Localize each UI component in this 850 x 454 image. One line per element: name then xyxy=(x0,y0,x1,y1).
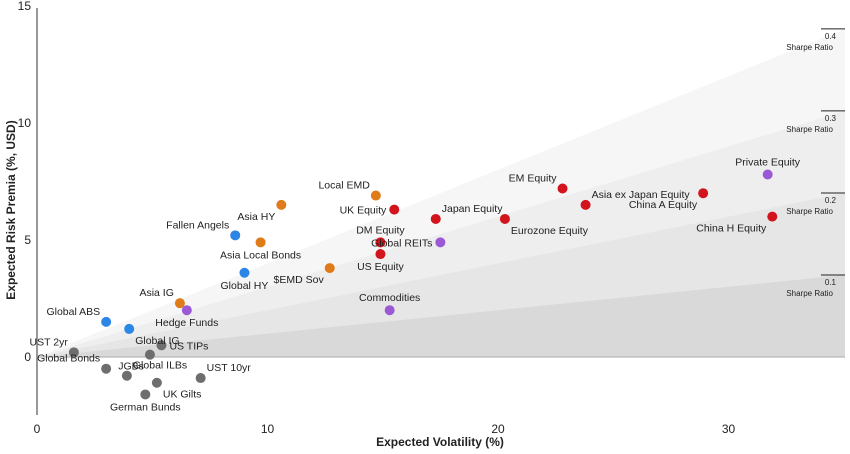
point-label-commodities: Commodities xyxy=(359,292,420,304)
sharpe-ratio-label: Sharpe Ratio xyxy=(786,125,833,134)
point-label-global-hy: Global HY xyxy=(221,280,269,292)
sharpe-band-0.1 xyxy=(37,274,845,357)
point-label-emd-sov: $EMD Sov xyxy=(274,274,325,286)
point-label-local-emd: Local EMD xyxy=(318,180,370,192)
sharpe-value-label: 0.4 xyxy=(825,32,837,41)
point-label-china-a-equity: China A Equity xyxy=(629,199,698,211)
point-label-japan-equity: Japan Equity xyxy=(442,203,503,215)
point-label-eurozone-equity: Eurozone Equity xyxy=(511,225,589,237)
point-label-global-reits: Global REITs xyxy=(371,237,432,249)
x-tick-label: 0 xyxy=(34,422,41,436)
point-label-private-equity: Private Equity xyxy=(735,156,801,168)
sharpe-value-label: 0.1 xyxy=(825,278,837,287)
point-eurozone-equity xyxy=(499,213,510,224)
point-label-global-bonds: Global Bonds xyxy=(37,353,100,365)
point-label-uk-equity: UK Equity xyxy=(340,205,387,217)
point-hedge-funds xyxy=(181,305,192,316)
point-label-global-ig: Global IG xyxy=(135,335,179,347)
point-label-global-abs: Global ABS xyxy=(46,306,100,318)
sharpe-value-label: 0.2 xyxy=(825,196,837,205)
point-label-us-equity: US Equity xyxy=(357,261,404,273)
y-tick-label: 5 xyxy=(24,233,31,247)
point-label-asia-local-bonds: Asia Local Bonds xyxy=(220,249,301,261)
sharpe-ratio-bands: 0.1 Sharpe Ratio 0.2 Sharpe Ratio 0.3 Sharpe … xyxy=(37,28,845,358)
point-global-reits xyxy=(435,237,446,248)
point-uk-gilts xyxy=(151,377,162,388)
x-tick-label: 30 xyxy=(722,422,736,436)
axes xyxy=(36,8,845,415)
point-em-equity xyxy=(557,183,568,194)
point-japan-equity xyxy=(430,213,441,224)
point-asia-ig xyxy=(174,298,185,309)
point-label-ust-10yr: UST 10yr xyxy=(207,362,252,374)
point-commodities xyxy=(384,305,395,316)
point-fallen-angels xyxy=(230,230,241,241)
point-label-jgbs: JGBs xyxy=(118,361,144,373)
point-label-us-tips: US TIPs xyxy=(169,340,208,352)
point-global-ig xyxy=(124,323,135,334)
point-ust-2yr xyxy=(68,347,79,358)
point-label-asia-hy: Asia HY xyxy=(237,211,275,223)
point-label-dm-equity: DM Equity xyxy=(356,224,405,236)
point-private-equity xyxy=(762,169,773,180)
y-tick-label: 0 xyxy=(24,350,31,364)
sharpe-ratio-label: Sharpe Ratio xyxy=(786,289,833,298)
point-ust-10yr xyxy=(195,373,206,384)
point-label-fallen-angels: Fallen Angels xyxy=(166,219,229,231)
point-labels: Global ABS Global IG Fallen Angels Global H… xyxy=(30,156,801,413)
data-points xyxy=(68,169,778,400)
point-label-ust-2yr: UST 2yr xyxy=(30,336,69,348)
x-axis-title: Expected Volatility (%) xyxy=(376,435,504,449)
y-tick-label: 15 xyxy=(18,0,32,13)
point-global-hy xyxy=(239,267,250,278)
y-axis-title: Expected Risk Premia (%, USD) xyxy=(4,120,18,299)
point-german-bunds xyxy=(140,389,151,400)
point-local-emd xyxy=(370,190,381,201)
point-us-tips xyxy=(156,340,167,351)
sharpe-ratio-label: Sharpe Ratio xyxy=(786,43,833,52)
point-label-asia-ex-japan-equity: Asia ex Japan Equity xyxy=(592,189,691,201)
x-tick-label: 20 xyxy=(491,422,505,436)
point-dm-equity xyxy=(375,237,386,248)
point-label-em-equity: EM Equity xyxy=(509,173,558,185)
point-global-ilbs xyxy=(121,370,132,381)
point-label-hedge-funds: Hedge Funds xyxy=(155,317,218,329)
point-label-china-h-equity: China H Equity xyxy=(696,223,767,235)
point-china-h-equity xyxy=(767,211,778,222)
sharpe-ratio-label: Sharpe Ratio xyxy=(786,207,833,216)
tick-labels: 0 10 20 30 0 5 10 15 xyxy=(18,0,736,436)
point-uk-equity xyxy=(389,204,400,215)
x-tick-label: 10 xyxy=(261,422,275,436)
point-china-a-equity xyxy=(698,188,709,199)
point-label-uk-gilts: UK Gilts xyxy=(163,389,202,401)
point-label-asia-ig: Asia IG xyxy=(139,287,173,299)
point-label-global-ilbs: Global ILBs xyxy=(133,360,187,372)
point-asia-hy xyxy=(276,199,287,210)
point-asia-local-bonds xyxy=(255,237,266,248)
point-us-equity xyxy=(375,249,386,260)
point-jgbs xyxy=(144,349,155,360)
point-global-abs xyxy=(101,316,112,327)
y-tick-label: 10 xyxy=(18,116,32,130)
point-global-bonds xyxy=(101,363,112,374)
point-emd-sov xyxy=(324,263,335,274)
point-label-german-bunds: German Bunds xyxy=(110,401,181,413)
point-asia-ex-japan-equity xyxy=(580,199,591,210)
sharpe-value-label: 0.3 xyxy=(825,114,837,123)
